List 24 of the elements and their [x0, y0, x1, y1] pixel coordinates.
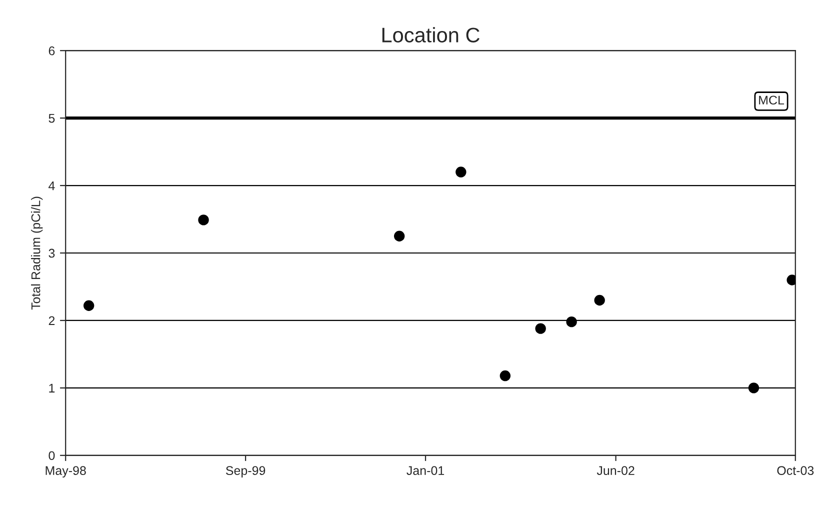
x-tick-label: Sep-99: [226, 466, 266, 478]
point: [198, 214, 209, 226]
y-tick-label: 6: [48, 46, 55, 56]
chart-title: Location C: [382, 27, 480, 42]
x-tick-label: Jan-01: [406, 466, 444, 475]
point: [748, 382, 760, 394]
point: [83, 300, 94, 311]
point: [535, 323, 546, 334]
y-tick-label: 3: [48, 248, 55, 258]
y-tick-label: 1: [49, 384, 55, 392]
y-tick-label: 2: [48, 316, 55, 325]
x-tick-label: May-98: [46, 466, 86, 478]
point: [566, 316, 577, 328]
point: [456, 166, 466, 178]
ref-line-label: MCL: [759, 96, 784, 105]
y-tick-label: 4: [48, 181, 55, 190]
y-tick-label: 0: [48, 451, 55, 460]
y-axis-title: Total Radium (pCi/L): [31, 196, 43, 310]
point: [394, 230, 405, 242]
y-tick-label: 5: [48, 114, 55, 123]
point: [500, 370, 511, 382]
point: [594, 294, 605, 306]
x-tick-label: Oct-03: [777, 466, 814, 475]
x-tick-label: Jun-02: [596, 466, 634, 475]
